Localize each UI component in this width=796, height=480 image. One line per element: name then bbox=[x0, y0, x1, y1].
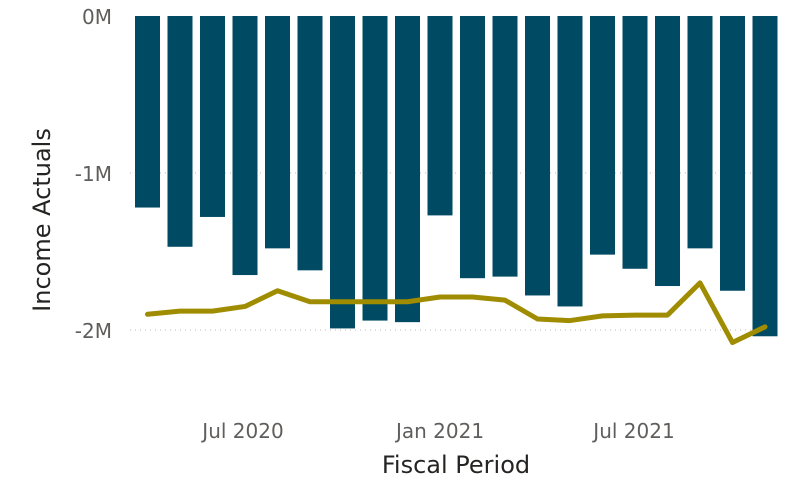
bar bbox=[557, 16, 583, 307]
bar bbox=[265, 16, 290, 249]
bar bbox=[655, 16, 680, 287]
bar bbox=[525, 16, 550, 296]
bar bbox=[460, 16, 485, 279]
x-tick-label: Jul 2021 bbox=[591, 419, 674, 443]
y-tick-label: -2M bbox=[75, 319, 112, 343]
y-axis-ticks: 0M -1M -2M bbox=[75, 5, 112, 343]
bar bbox=[427, 16, 453, 216]
bar bbox=[362, 16, 388, 321]
x-axis-ticks: Jul 2020 Jan 2021 Jul 2021 bbox=[200, 419, 674, 443]
y-tick-label: 0M bbox=[82, 5, 112, 29]
bar-series bbox=[135, 16, 778, 337]
bar bbox=[590, 16, 615, 255]
x-tick-label: Jan 2021 bbox=[394, 419, 484, 443]
y-tick-label: -1M bbox=[75, 162, 112, 186]
bar bbox=[687, 16, 713, 249]
bar bbox=[167, 16, 193, 247]
series-line bbox=[145, 280, 768, 346]
bar bbox=[330, 16, 355, 329]
bar bbox=[135, 16, 160, 208]
bar bbox=[297, 16, 323, 271]
gridlines bbox=[130, 172, 780, 331]
bar bbox=[752, 16, 778, 337]
x-tick-label: Jul 2020 bbox=[200, 419, 283, 443]
line-series bbox=[145, 280, 768, 346]
bar bbox=[395, 16, 420, 323]
bar bbox=[232, 16, 258, 276]
y-axis-title: Income Actuals bbox=[28, 128, 56, 312]
bar bbox=[200, 16, 225, 217]
bar bbox=[622, 16, 648, 269]
bar bbox=[720, 16, 745, 291]
x-axis-title: Fiscal Period bbox=[382, 451, 530, 479]
bar bbox=[492, 16, 518, 277]
